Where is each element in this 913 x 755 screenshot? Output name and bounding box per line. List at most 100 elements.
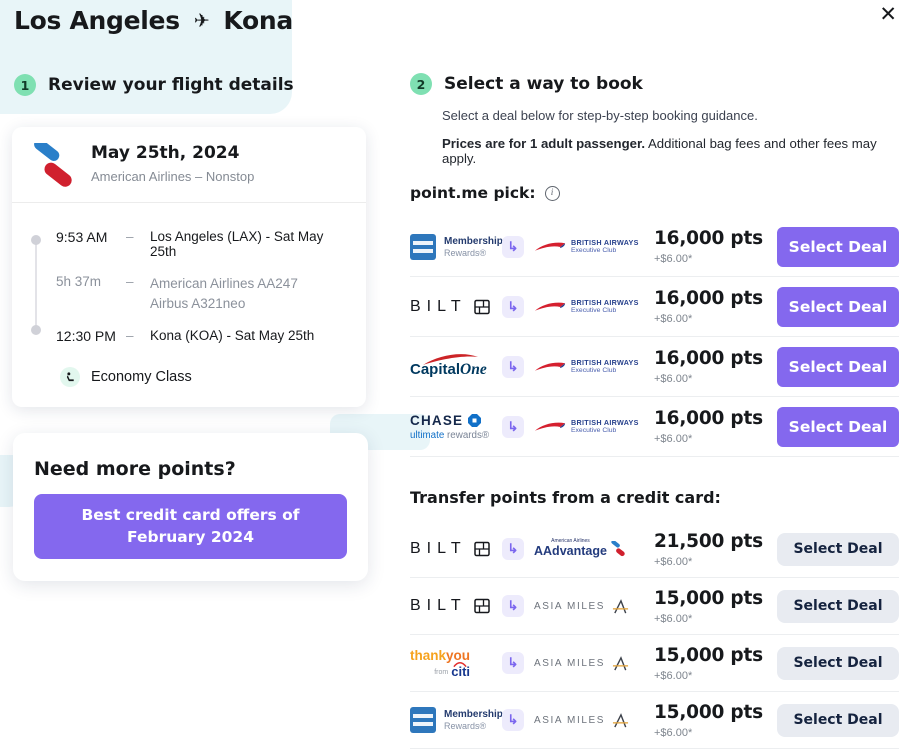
decor-cyan-top [0,0,292,114]
points-value: 16,000 pts [654,228,763,249]
deal-row: CHASE ultimate rewards® ↳ [410,397,899,457]
card-divider [12,202,366,203]
amex-membership-rewards-logo: Membership Rewards® [410,233,503,260]
british-airways-logo: BRITISH AIRWAYS Executive Club [534,238,652,255]
points-fee: +$6.00* [654,313,693,325]
select-deal-button[interactable]: Select Deal [777,532,899,566]
transfer-arrow-icon: ↳ [502,235,524,258]
need-more-points-card: Need more points? Best credit card offer… [13,433,368,582]
points-value: 16,000 pts [654,288,763,309]
deal-row: thankyou from citi ↳ ASIA MILES [410,635,899,692]
points-value: 15,000 pts [654,587,763,609]
info-icon[interactable]: i [544,185,560,201]
transfer-section-title: Transfer points from a credit card: [410,488,721,507]
citi-wordmark: citi [451,662,470,678]
asia-miles-a-icon [612,598,629,613]
timeline-line [35,241,37,329]
depart-place: Los Angeles (LAX) - Sat May 25th [150,229,324,259]
points-value: 16,000 pts [654,408,763,429]
bilt-mark-icon [473,598,490,614]
page-title: Los Angeles ✈ Kona [14,6,293,35]
amex-card-icon [410,233,436,260]
american-airlines-logo [34,143,72,187]
step-2-title: Select a way to book [444,74,643,94]
ba-speedmarque-icon [534,302,566,311]
deal-row: BILT ↳ ASIA MILES 15,000 pts + [410,578,899,635]
deal-row: Membership Rewards® ↳ ASIA MILES 15,000 … [410,692,899,749]
british-airways-logo: BRITISH AIRWAYS Executive Club [534,358,652,375]
bilt-logo: BILT [410,597,500,615]
flight-number: American Airlines AA247 [150,276,298,291]
close-icon[interactable]: ✕ [879,2,897,26]
select-deal-button[interactable]: Select Deal [777,646,899,680]
deal-row: CapitalOne ↳ BRITISH AIRWAYS Executive C… [410,337,899,397]
aircraft: Airbus A321neo [150,295,246,311]
transfer-arrow-icon: ↳ [502,355,524,378]
fees-note: Prices are for 1 adult passenger. Additi… [442,136,899,166]
flight-details-card: May 25th, 2024 American Airlines – Nonst… [12,127,366,408]
select-deal-button[interactable]: Select Deal [777,406,899,447]
points-value: 15,000 pts [654,644,763,666]
flight-timeline: 9:53 AM – Los Angeles (LAX) - Sat May 25… [12,203,366,344]
transfer-deal-list: BILT ↳ American Airlines AAdvantage [410,521,899,749]
duration: 5h 37m [56,274,102,289]
asia-miles-logo: ASIA MILES [534,712,652,729]
asia-miles-a-icon [612,655,629,670]
pointme-pick-header: point.me pick: i [410,184,560,202]
deal-row: Membership Rewards® ↳ BRITISH AIRWAYS Ex… [410,217,899,277]
flight-date: May 25th, 2024 [91,143,240,163]
credit-card-offers-button[interactable]: Best credit card offers of February 2024 [34,494,347,560]
points-value: 15,000 pts [654,701,763,723]
cabin-row: Economy Class [12,359,366,407]
ba-speedmarque-icon [534,362,566,371]
asia-miles-logo: ASIA MILES [534,655,652,672]
pick-deal-list: Membership Rewards® ↳ BRITISH AIRWAYS Ex… [410,217,899,457]
step-1-badge: 1 [14,74,36,96]
arrive-row: 12:30 PM – Kona (KOA) - Sat May 25th [56,328,352,344]
bilt-mark-icon [473,299,490,314]
points-fee: +$6.00* [654,669,693,682]
booking-subtitle: Select a deal below for step-by-step boo… [442,108,758,123]
citi-arc-icon [453,662,467,668]
select-deal-button[interactable]: Select Deal [777,703,899,737]
aadvantage-logo: American Airlines AAdvantage [534,539,652,558]
amex-membership-rewards-logo: Membership Rewards® [410,707,503,733]
deal-row: BILT ↳ BRITISH AIRWAYS Executive Club [410,277,899,337]
asia-miles-a-icon [612,712,629,727]
select-deal-button[interactable]: Select Deal [777,346,899,387]
transfer-arrow-icon: ↳ [502,652,524,674]
step-2-header: 2 Select a way to book [410,73,643,95]
fees-note-bold: Prices are for 1 adult passenger. [442,136,646,151]
origin-city: Los Angeles [14,6,180,35]
segment-row: 5h 37m – American Airlines AA247 Airbus … [56,274,352,313]
transfer-arrow-icon: ↳ [502,538,524,560]
select-deal-button[interactable]: Select Deal [777,589,899,623]
step-1-header: 1 Review your flight details [14,74,294,96]
arrive-time: 12:30 PM [56,328,116,345]
points-fee: +$6.00* [654,253,693,265]
select-deal-button[interactable]: Select Deal [777,286,899,327]
cabin-class: Economy Class [91,369,192,386]
timeline-dot-arrive [31,325,41,335]
bilt-logo: BILT [410,298,500,316]
timeline-dot-depart [31,235,41,245]
select-deal-button[interactable]: Select Deal [777,226,899,267]
chase-octagon-icon [468,413,482,427]
ba-speedmarque-icon [534,242,566,251]
airline-summary: American Airlines – Nonstop [91,169,255,184]
plane-icon: ✈ [193,9,210,32]
bilt-mark-icon [473,541,490,557]
asia-miles-logo: ASIA MILES [534,598,652,615]
transfer-arrow-icon: ↳ [502,709,524,731]
transfer-arrow-icon: ↳ [502,295,524,318]
british-airways-logo: BRITISH AIRWAYS Executive Club [534,298,652,315]
amex-card-icon [410,707,436,733]
arrive-place: Kona (KOA) - Sat May 25th [150,328,315,344]
points-fee: +$6.00* [654,726,693,739]
capital-one-swoosh-icon [423,354,478,365]
deal-row: BILT ↳ American Airlines AAdvantage [410,521,899,578]
booking-panel: 2 Select a way to book Select a deal bel… [410,0,899,755]
depart-row: 9:53 AM – Los Angeles (LAX) - Sat May 25… [56,229,352,259]
step-1-title: Review your flight details [48,75,294,95]
